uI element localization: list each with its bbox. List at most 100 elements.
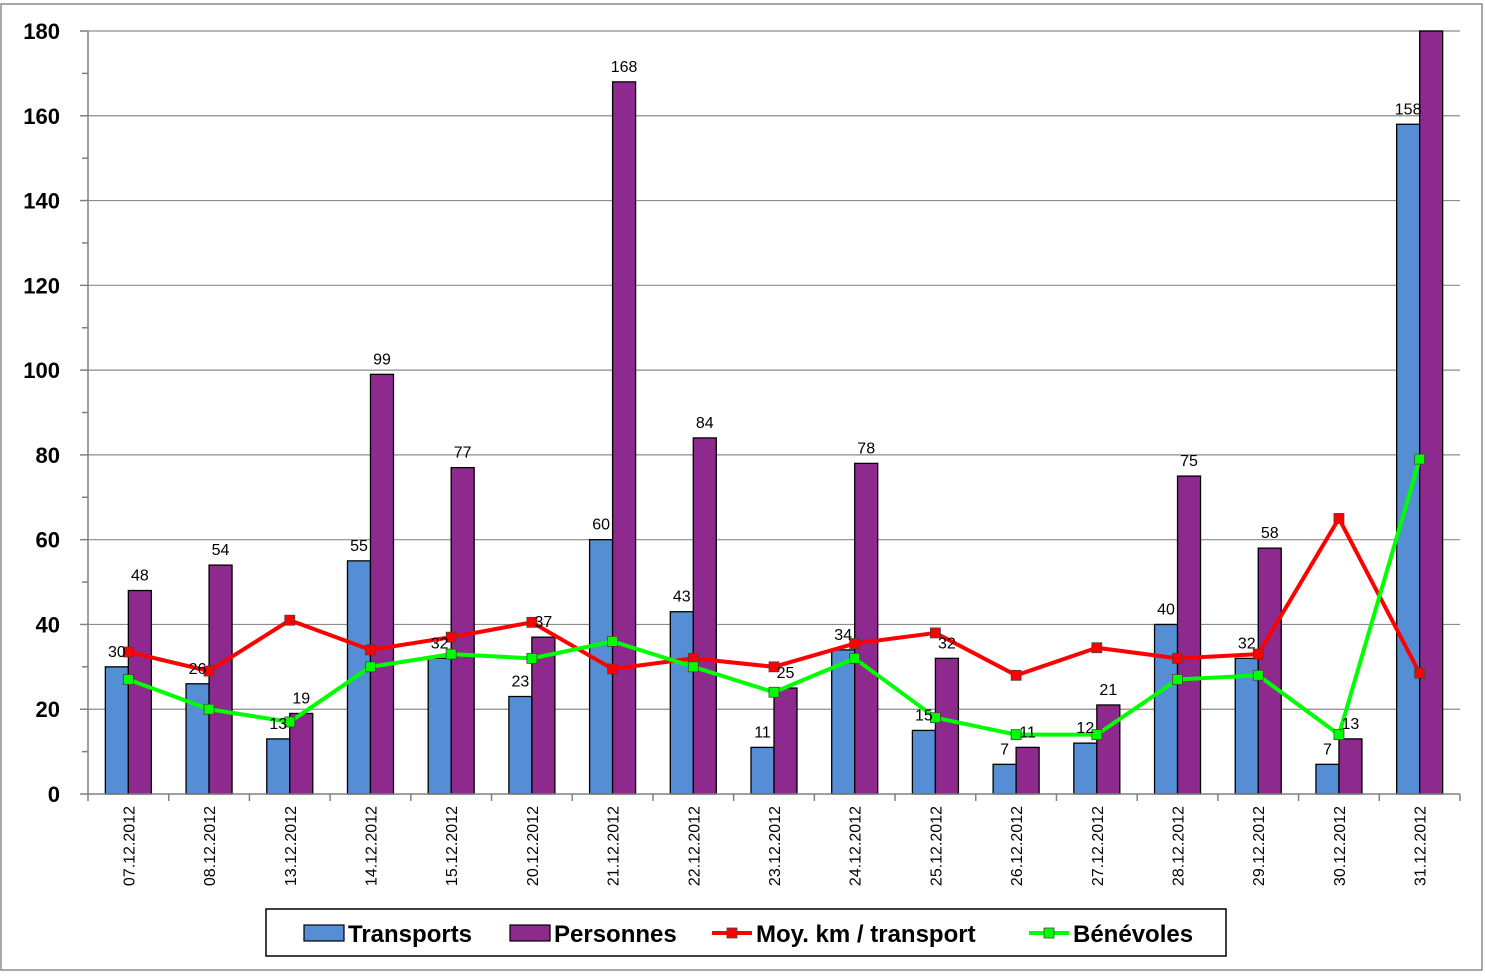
- series-marker: [768, 661, 780, 673]
- data-label: 13: [1342, 716, 1360, 733]
- data-label: 12: [1076, 720, 1094, 737]
- series-marker: [1172, 674, 1183, 685]
- data-label: 43: [673, 589, 691, 606]
- bar-transports: [750, 746, 775, 795]
- bar-personnes: [692, 437, 717, 795]
- x-tick-label: 14.12.2012: [363, 806, 380, 886]
- series-marker: [203, 703, 215, 715]
- series-marker: [1091, 729, 1103, 741]
- data-label: 84: [696, 415, 714, 432]
- data-label: 11: [1019, 724, 1036, 741]
- data-label: 23: [511, 674, 529, 691]
- series-marker: [445, 631, 457, 643]
- series-marker: [1414, 453, 1426, 465]
- bar-transports: [911, 729, 937, 795]
- y-tick-label: 80: [36, 443, 60, 468]
- y-tick-label: 120: [23, 273, 60, 298]
- series-marker: [203, 665, 215, 677]
- series-marker: [1172, 652, 1183, 664]
- y-tick-label: 60: [36, 528, 60, 553]
- bar-transports: [831, 649, 856, 795]
- x-tick-label: 21.12.2012: [606, 806, 623, 886]
- series-marker: [122, 674, 134, 685]
- x-tick-label: 08.12.2012: [202, 806, 219, 886]
- legend-label: Personnes: [554, 921, 677, 948]
- series-marker: [1252, 648, 1264, 660]
- y-tick-label: 140: [23, 189, 60, 214]
- x-tick-label: 22.12.2012: [686, 806, 703, 886]
- data-label: 19: [292, 690, 310, 707]
- x-tick-label: 15.12.2012: [444, 806, 461, 886]
- series-marker: [445, 648, 457, 660]
- data-label: 7: [1323, 741, 1332, 758]
- legend-marker-2: [726, 927, 738, 939]
- series-marker: [687, 661, 699, 673]
- series-marker: [1010, 729, 1022, 741]
- legend-label: Bénévoles: [1073, 921, 1193, 948]
- series-marker: [930, 627, 941, 639]
- series-marker: [122, 646, 134, 658]
- y-tick-label: 100: [23, 358, 60, 383]
- data-label: 55: [350, 538, 368, 555]
- bar-transports: [427, 657, 452, 795]
- data-label: 54: [212, 542, 230, 559]
- series-marker: [526, 652, 538, 664]
- bar-transports: [669, 611, 694, 795]
- data-label: 99: [373, 351, 391, 368]
- x-tick-label: 28.12.2012: [1171, 806, 1188, 886]
- legend-marker-3: [1043, 927, 1055, 939]
- x-tick-label: 24.12.2012: [848, 806, 865, 886]
- bar-personnes: [934, 657, 960, 795]
- bar-personnes: [127, 589, 153, 795]
- chart-border: [0, 3, 1483, 971]
- bar-personnes: [1096, 704, 1121, 795]
- x-tick-label: 29.12.2012: [1251, 806, 1268, 886]
- data-label: 77: [454, 445, 472, 462]
- bar-personnes: [1418, 30, 1444, 795]
- bar-personnes: [450, 466, 475, 795]
- data-label: 26: [189, 661, 207, 678]
- bar-transports: [104, 666, 130, 795]
- series-marker: [1010, 669, 1022, 681]
- y-tick-label: 160: [23, 104, 60, 129]
- data-label: 15: [915, 707, 933, 724]
- legend-label: Moy. km / transport: [756, 921, 976, 948]
- series-marker: [1333, 513, 1345, 524]
- y-tick-label: 0: [48, 782, 60, 807]
- y-tick-label: 20: [36, 697, 60, 722]
- bar-transports: [1153, 623, 1179, 795]
- data-label: 13: [269, 716, 287, 733]
- series-marker: [607, 663, 618, 675]
- data-label: 58: [1261, 525, 1279, 542]
- series-marker: [526, 616, 538, 628]
- bar-personnes: [611, 81, 637, 795]
- x-tick-label: 31.12.2012: [1413, 806, 1430, 886]
- x-tick-label: 13.12.2012: [283, 806, 300, 886]
- x-tick-label: 07.12.2012: [121, 806, 138, 886]
- bar-transports: [266, 738, 291, 795]
- data-label: 32: [938, 635, 956, 652]
- y-tick-label: 40: [36, 612, 60, 637]
- bar-transports: [992, 763, 1017, 795]
- bar-personnes: [369, 373, 395, 795]
- legend-label: Transports: [348, 921, 472, 948]
- bar-transports: [1315, 763, 1340, 795]
- series-marker: [1333, 729, 1345, 741]
- series-marker: [1414, 667, 1426, 679]
- data-label: 21: [1099, 682, 1117, 699]
- bar-personnes: [854, 462, 879, 795]
- series-marker: [365, 661, 376, 673]
- bar-personnes: [1338, 738, 1363, 795]
- series-marker: [768, 686, 780, 698]
- bar-transports: [1073, 742, 1098, 795]
- series-marker: [849, 652, 861, 664]
- bar-transports: [508, 695, 533, 795]
- data-label: 158: [1395, 101, 1422, 118]
- data-label: 25: [777, 665, 795, 682]
- series-marker: [607, 636, 618, 647]
- y-tick-label: 180: [23, 19, 60, 44]
- series-marker: [284, 716, 296, 728]
- data-label: 34: [834, 627, 852, 644]
